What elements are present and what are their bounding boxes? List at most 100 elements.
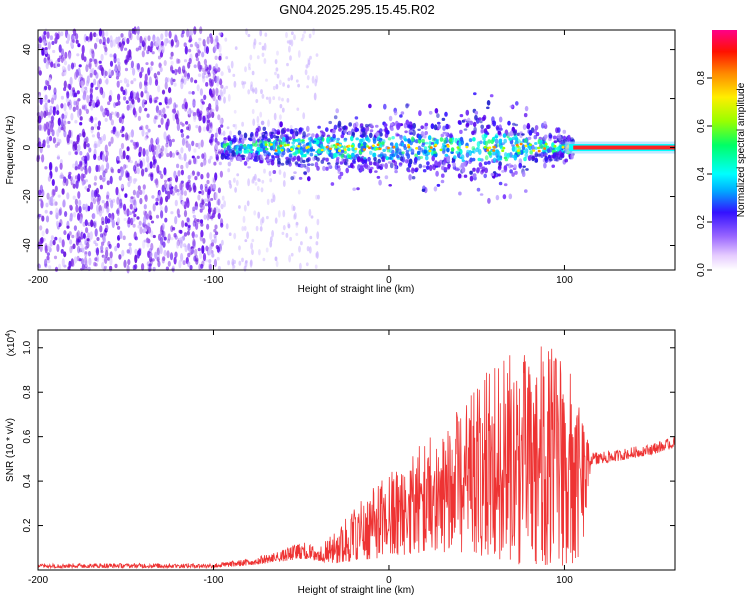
spectrogram-noise-cell xyxy=(86,188,90,192)
spectrogram-noise-cell xyxy=(205,75,209,79)
spectrogram-noise-cell xyxy=(191,140,195,147)
spectrogram-noise-cell xyxy=(172,226,176,231)
spectrogram-noise-cell xyxy=(54,201,58,206)
spectrogram-noise-cell xyxy=(194,41,198,47)
spectrogram-signal-cell xyxy=(474,114,478,121)
spectrogram-signal-cell xyxy=(503,156,508,160)
spectrogram-noise-cell xyxy=(56,156,61,160)
spectrogram-noise-cell xyxy=(160,117,164,125)
spectrogram-noise-cell xyxy=(203,94,207,101)
spectrogram-noise-cell xyxy=(174,104,179,108)
spectrogram-noise-cell xyxy=(168,181,172,188)
spectrogram-signal-cell xyxy=(463,161,467,165)
spectrogram-noise-cell xyxy=(252,118,256,126)
spectrogram-noise-cell xyxy=(233,177,236,183)
snr-panel: -200 -100 0 100 0.20.40.60.81.0 Height of s… xyxy=(5,329,676,596)
spectrogram-noise-cell xyxy=(186,28,190,38)
spectrogram-noise-cell xyxy=(68,171,72,176)
spectrogram-noise-cell xyxy=(147,128,151,133)
spectrogram-signal-cell xyxy=(498,158,503,161)
spectrogram-noise-cell xyxy=(204,186,208,193)
spectrogram-signal-cell xyxy=(362,131,366,137)
spectrogram-noise-cell xyxy=(210,93,214,98)
spectrogram-signal-cell xyxy=(241,157,246,161)
spectrogram-noise-cell xyxy=(84,219,88,227)
spectrogram-signal-cell xyxy=(473,173,477,178)
spectrogram-noise-cell xyxy=(157,71,161,76)
spectrogram-noise-cell xyxy=(153,72,157,79)
spectrogram-signal-cell xyxy=(381,141,385,146)
spectrogram-noise-cell xyxy=(125,79,130,85)
spectrogram-noise-cell xyxy=(57,63,61,67)
spectrogram-noise-cell xyxy=(176,163,180,169)
spectrogram-noise-cell xyxy=(163,249,167,257)
spectrogram-signal-cell xyxy=(320,132,325,136)
spectrogram-noise-cell xyxy=(247,62,251,69)
spectrogram-signal-cell xyxy=(359,134,364,138)
spectrogram-noise-cell xyxy=(242,215,246,223)
spectrogram-noise-cell xyxy=(105,246,109,252)
spectrogram-signal-cell xyxy=(281,127,285,134)
spectrogram-signal-cell xyxy=(257,125,261,132)
spectrogram-noise-cell xyxy=(178,229,182,234)
spectrogram-peak-cell xyxy=(415,147,419,150)
spectrogram-noise-cell xyxy=(101,262,105,270)
spectrogram-signal-cell xyxy=(443,137,447,144)
spectrogram-x-label: Height of straight line (km) xyxy=(298,284,415,295)
spectrogram-signal-cell xyxy=(364,123,369,128)
spectrogram-noise-cell xyxy=(214,38,219,42)
spectrogram-signal-cell xyxy=(343,155,348,159)
spectrogram-noise-cell xyxy=(90,126,94,131)
spectrogram-noise-cell xyxy=(80,243,84,251)
spectrogram-noise-cell xyxy=(201,190,205,196)
svg-text:(x104): (x104) xyxy=(5,330,17,357)
spectrogram-signal-cell xyxy=(490,172,495,177)
spectrogram-signal-cell xyxy=(334,163,339,170)
spectrogram-peak-cell xyxy=(456,146,460,149)
spectrogram-signal-cell xyxy=(498,165,502,169)
spectrogram-noise-cell xyxy=(183,243,187,248)
spectrogram-signal-cell xyxy=(487,160,491,165)
spectrogram-signal-cell xyxy=(305,152,310,155)
spectrogram-signal-cell xyxy=(424,131,429,135)
spectrogram-noise-cell xyxy=(233,259,237,265)
spectrogram-noise-cell xyxy=(132,178,137,185)
spectrogram-noise-cell xyxy=(155,148,159,158)
spectrogram-signal-cell xyxy=(343,129,347,134)
spectrogram-noise-cell xyxy=(157,260,161,268)
spectrogram-noise-cell xyxy=(228,180,232,185)
spectrogram-signal-cell xyxy=(511,172,515,177)
spectrogram-noise-cell xyxy=(258,249,261,256)
spectrogram-noise-cell xyxy=(257,211,261,219)
spectrogram-noise-cell xyxy=(274,217,278,224)
spectrogram-signal-cell xyxy=(237,156,241,162)
spectrogram-noise-cell xyxy=(295,79,299,83)
spectrogram-noise-cell xyxy=(165,121,169,131)
spectrogram-signal-cell xyxy=(509,105,514,108)
spectrogram-signal-cell xyxy=(333,115,338,120)
spectrogram-signal-cell xyxy=(334,152,338,158)
spectrogram-peak-cell xyxy=(492,146,496,149)
spectrogram-noise-cell xyxy=(131,99,135,105)
spectrogram-signal-cell xyxy=(526,142,531,145)
spectrogram-noise-cell xyxy=(118,147,123,157)
spectrogram-noise-cell xyxy=(215,63,219,71)
spectrogram-signal-cell xyxy=(511,154,515,158)
spectrogram-noise-cell xyxy=(316,251,319,259)
spectrogram-signal-cell xyxy=(441,173,445,178)
spectrogram-signal-cell xyxy=(496,126,500,132)
spectrogram-noise-cell xyxy=(294,212,297,220)
spectrogram-noise-cell xyxy=(93,69,97,76)
spectrogram-signal-cell xyxy=(375,162,380,168)
spectrogram-y-tick-label: -40 xyxy=(22,238,33,253)
spectrogram-noise-cell xyxy=(254,87,258,95)
spectrogram-signal-cell xyxy=(351,152,355,157)
spectrogram-noise-cell xyxy=(281,97,284,102)
spectrogram-noise-cell xyxy=(281,107,285,113)
spectrogram-noise-cell xyxy=(150,137,154,146)
spectrogram-signal-cell xyxy=(539,144,544,149)
spectrogram-signal-cell xyxy=(473,92,477,96)
spectrogram-noise-cell xyxy=(203,58,207,66)
spectrogram-signal-cell xyxy=(435,139,439,145)
spectrogram-noise-cell xyxy=(175,240,180,249)
